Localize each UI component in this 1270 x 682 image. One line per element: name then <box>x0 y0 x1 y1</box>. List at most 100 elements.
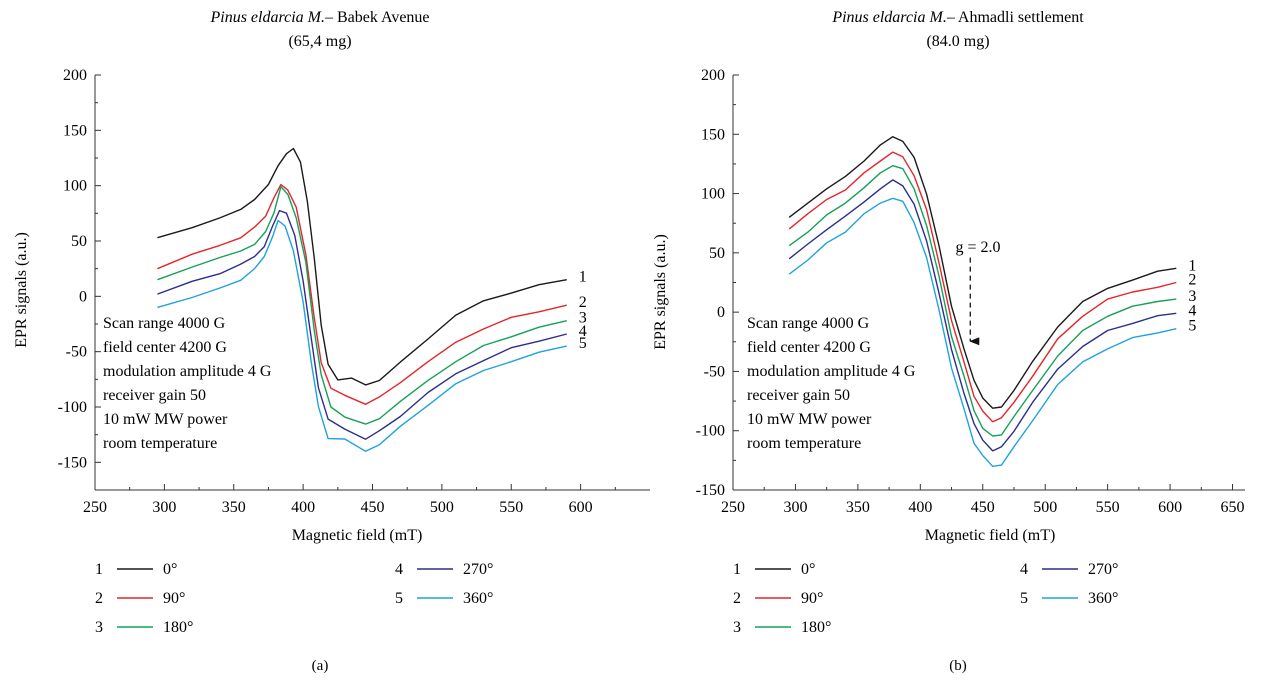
legend-item: 1 0° <box>95 561 177 578</box>
x-tick-label: 500 <box>1033 499 1057 516</box>
panel-label: (a) <box>312 658 329 674</box>
legend-number: 4 <box>395 561 403 578</box>
legend-item: 2 90° <box>95 590 185 607</box>
y-tick-label: 50 <box>71 233 87 250</box>
curve-label: 3 <box>1188 288 1196 305</box>
legend-number: 3 <box>95 619 103 636</box>
curve-label: 5 <box>1188 318 1196 335</box>
series-line-5 <box>788 197 1177 467</box>
series-line-3 <box>788 165 1177 437</box>
annotation-line: room temperature <box>747 435 861 452</box>
chart-title: Pinus eldarcia M.– Ahmadli settlement <box>831 9 1084 26</box>
legend-label: 270° <box>463 561 493 578</box>
y-tick-label: 100 <box>701 186 725 203</box>
y-tick-label: 200 <box>701 67 725 84</box>
chart-panel-b: Pinus eldarcia M.– Ahmadli settlement (8… <box>652 9 1245 674</box>
y-tick-label: 0 <box>79 288 87 305</box>
x-axis-label: Magnetic field (mT) <box>292 527 423 544</box>
x-tick-label: 250 <box>83 499 107 516</box>
chart-title: Pinus eldarcia M.– Babek Avenue <box>209 9 429 26</box>
y-tick-label: -50 <box>66 344 87 361</box>
x-tick-label: 350 <box>222 499 246 516</box>
legend-item: 3 180° <box>733 619 831 636</box>
legend-label: 180° <box>801 619 831 636</box>
legend-label: 180° <box>163 619 193 636</box>
annotation-line: receiver gain 50 <box>103 387 206 404</box>
annotation-line: modulation amplitude 4 G <box>747 363 916 380</box>
legend-item: 5 360° <box>1020 590 1118 607</box>
x-tick-label: 450 <box>361 499 385 516</box>
annotation-line: Scan range 4000 G <box>103 315 226 332</box>
legend-number: 2 <box>95 590 103 607</box>
legend-label: 270° <box>1088 561 1118 578</box>
y-tick-label: -150 <box>696 482 725 499</box>
x-tick-label: 300 <box>152 499 176 516</box>
x-tick-label: 400 <box>291 499 315 516</box>
chart-panel-a: Pinus eldarcia M.– Babek Avenue (65,4 mg… <box>13 9 650 674</box>
legend-number: 5 <box>1020 590 1028 607</box>
series-line-1 <box>788 136 1177 409</box>
panel-label: (b) <box>949 658 967 674</box>
curve-label: 3 <box>579 310 587 327</box>
legend: 1 0° 2 90° 3 180° 4 270° 5 360° <box>95 561 493 636</box>
x-tick-label: 300 <box>783 499 807 516</box>
axes: -150 -100 -50 0 50 100 150 200 250 300 350 400 450 50… <box>58 67 650 516</box>
series-line-5 <box>157 219 567 452</box>
g-factor-label: g = 2.0 <box>955 239 1000 256</box>
legend-number: 5 <box>395 590 403 607</box>
legend-item: 3 180° <box>95 619 193 636</box>
annotation-line: field center 4200 G <box>103 339 227 356</box>
measurement-annotation: Scan range 4000 G field center 4200 G mo… <box>747 315 916 452</box>
annotation-line: room temperature <box>103 435 217 452</box>
chart-subtitle: (84.0 mg) <box>926 33 989 50</box>
series-line-2 <box>788 151 1177 423</box>
legend-item: 5 360° <box>395 590 493 607</box>
annotation-line: modulation amplitude 4 G <box>103 363 272 380</box>
series-lines <box>788 136 1177 467</box>
y-axis-label: EPR signals (a.u.) <box>13 232 30 348</box>
curve-label: 4 <box>1188 302 1196 319</box>
series-line-3 <box>157 186 567 425</box>
chart-subtitle: (65,4 mg) <box>288 33 351 50</box>
x-tick-label: 250 <box>721 499 745 516</box>
legend-item: 1 0° <box>733 561 815 578</box>
legend-label: 0° <box>801 561 815 578</box>
x-tick-label: 350 <box>846 499 870 516</box>
x-tick-label: 550 <box>499 499 523 516</box>
legend-label: 90° <box>163 590 185 607</box>
legend-label: 360° <box>463 590 493 607</box>
curve-label: 2 <box>1188 272 1196 289</box>
curve-label: 1 <box>579 269 587 286</box>
y-tick-label: -100 <box>696 423 725 440</box>
annotation-line: 10 mW MW power <box>747 411 872 428</box>
legend-number: 1 <box>733 561 741 578</box>
legend-item: 2 90° <box>733 590 823 607</box>
y-tick-label: -150 <box>58 454 87 471</box>
legend-number: 1 <box>95 561 103 578</box>
legend-label: 360° <box>1088 590 1118 607</box>
legend-item: 4 270° <box>395 561 493 578</box>
x-tick-label: 550 <box>1096 499 1120 516</box>
series-line-1 <box>157 147 567 386</box>
annotation-line: field center 4200 G <box>747 339 871 356</box>
curve-label: 4 <box>579 323 587 340</box>
legend-label: 90° <box>801 590 823 607</box>
x-tick-label: 400 <box>908 499 932 516</box>
y-tick-label: 150 <box>701 126 725 143</box>
y-tick-label: -100 <box>58 399 87 416</box>
g-factor-annotation: g = 2.0 <box>955 239 1001 346</box>
y-tick-label: 0 <box>717 304 725 321</box>
x-tick-label: 450 <box>971 499 995 516</box>
measurement-annotation: Scan range 4000 G field center 4200 G mo… <box>103 315 272 452</box>
y-tick-label: -50 <box>704 363 725 380</box>
series-line-2 <box>157 183 567 405</box>
y-tick-label: 50 <box>709 245 725 262</box>
axes: -150 -100 -50 0 50 100 150 200 250 300 350 400 450 50… <box>696 67 1245 516</box>
y-tick-label: 100 <box>63 178 87 195</box>
series-line-4 <box>157 209 567 440</box>
legend: 1 0° 2 90° 3 180° 4 270° 5 360° <box>733 561 1118 636</box>
legend-item: 4 270° <box>1020 561 1118 578</box>
legend-number: 3 <box>733 619 741 636</box>
